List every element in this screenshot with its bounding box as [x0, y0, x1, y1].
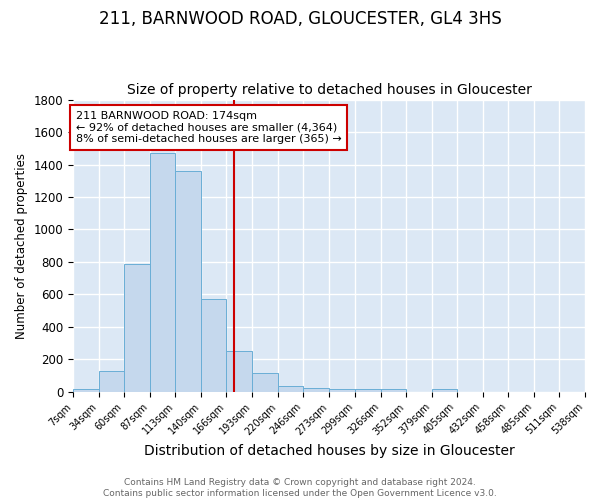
- Bar: [73, 388, 99, 392]
- Bar: [150, 153, 175, 392]
- Text: 211, BARNWOOD ROAD, GLOUCESTER, GL4 3HS: 211, BARNWOOD ROAD, GLOUCESTER, GL4 3HS: [98, 10, 502, 28]
- Bar: [431, 388, 457, 392]
- Bar: [329, 390, 355, 392]
- Bar: [226, 352, 253, 392]
- Bar: [175, 171, 201, 392]
- Bar: [380, 388, 406, 392]
- Y-axis label: Number of detached properties: Number of detached properties: [15, 152, 28, 338]
- Bar: [355, 390, 380, 392]
- Bar: [278, 386, 304, 392]
- X-axis label: Distribution of detached houses by size in Gloucester: Distribution of detached houses by size …: [143, 444, 514, 458]
- Bar: [253, 373, 278, 392]
- Title: Size of property relative to detached houses in Gloucester: Size of property relative to detached ho…: [127, 83, 532, 97]
- Bar: [124, 264, 150, 392]
- Bar: [201, 300, 226, 392]
- Bar: [99, 371, 124, 392]
- Bar: [304, 388, 329, 392]
- Text: 211 BARNWOOD ROAD: 174sqm
← 92% of detached houses are smaller (4,364)
8% of sem: 211 BARNWOOD ROAD: 174sqm ← 92% of detac…: [76, 111, 341, 144]
- Text: Contains HM Land Registry data © Crown copyright and database right 2024.
Contai: Contains HM Land Registry data © Crown c…: [103, 478, 497, 498]
